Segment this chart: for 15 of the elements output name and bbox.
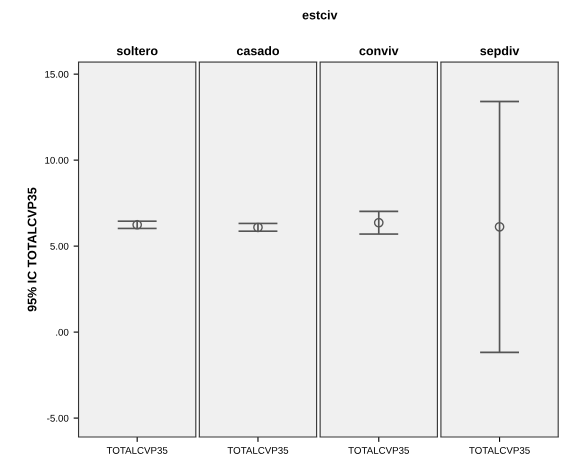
y-tick-label: 5.00 bbox=[50, 242, 68, 250]
chart-title: soltero bbox=[116, 46, 158, 56]
x-tick-label: TOTALCVP35 bbox=[348, 446, 409, 454]
y-axis-title: 95% IC TOTALCVP35 bbox=[28, 188, 36, 312]
chart-title: casado bbox=[236, 46, 280, 56]
y-tick-label: 10.00 bbox=[45, 156, 68, 164]
y-tick-label: .00 bbox=[56, 328, 68, 336]
chart-title: sepdiv bbox=[480, 46, 520, 58]
y-tick-label: 15.00 bbox=[45, 70, 68, 78]
x-tick-label: TOTALCVP35 bbox=[106, 446, 168, 454]
x-tick-label: TOTALCVP35 bbox=[469, 446, 530, 454]
x-tick-label: TOTALCVP35 bbox=[228, 446, 288, 454]
chart-title: conviv bbox=[359, 46, 399, 56]
y-tick-label: -5.00 bbox=[47, 414, 68, 422]
text: estciv bbox=[302, 10, 338, 20]
